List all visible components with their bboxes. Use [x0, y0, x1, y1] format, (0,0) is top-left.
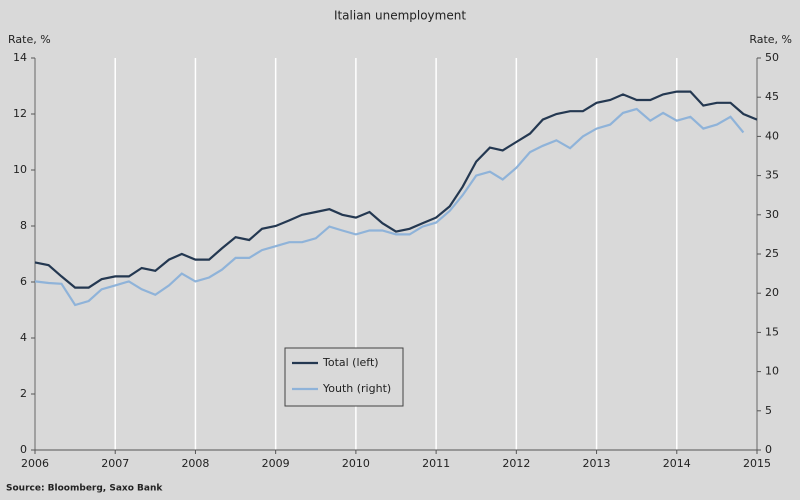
x-tick-label: 2009 [262, 457, 290, 470]
y-tick-label: 2 [20, 387, 27, 400]
y2-tick-label: 15 [765, 325, 779, 338]
source-note: Source: Bloomberg, Saxo Bank [6, 484, 163, 494]
legend-label: Total (left) [322, 356, 379, 369]
x-tick-label: 2015 [743, 457, 771, 470]
x-tick-label: 2010 [342, 457, 370, 470]
series-line [34, 107, 745, 307]
x-tick-label: 2014 [663, 457, 691, 470]
x-tick-label: 2013 [583, 457, 611, 470]
y2-tick-label: 45 [765, 90, 779, 103]
y-tick-label: 12 [13, 107, 27, 120]
legend: Total (left) Youth (right) [292, 356, 391, 395]
y2-tick-label: 40 [765, 129, 779, 142]
y2-tick-label: 0 [765, 443, 772, 456]
legend-label: Youth (right) [322, 382, 391, 395]
chart-title: Italian unemployment [334, 9, 466, 23]
y2-axis-label: Rate, % [749, 33, 792, 46]
y-tick-label: 14 [13, 51, 27, 64]
y-tick-label: 10 [13, 163, 27, 176]
y-tick-label: 0 [20, 443, 27, 456]
y-tick-label: 6 [20, 275, 27, 288]
x-tick-label: 2012 [502, 457, 530, 470]
y-tick-label: 4 [20, 331, 27, 344]
plot [34, 90, 758, 307]
series-line [34, 90, 758, 289]
y2-tick-label: 25 [765, 247, 779, 260]
x-tick-label: 2006 [21, 457, 49, 470]
x-tick-label: 2011 [422, 457, 450, 470]
y2-tick-label: 35 [765, 169, 779, 182]
legend-box [284, 347, 404, 407]
y2-tick-label: 30 [765, 208, 779, 221]
x-tick-label: 2008 [181, 457, 209, 470]
y2-tick-label: 10 [765, 365, 779, 378]
y-axis-label: Rate, % [8, 33, 51, 46]
x-tick-label: 2007 [101, 457, 129, 470]
y-tick-label: 8 [20, 219, 27, 232]
y2-tick-label: 5 [765, 404, 772, 417]
y2-tick-label: 20 [765, 286, 779, 299]
y2-tick-label: 50 [765, 51, 779, 64]
